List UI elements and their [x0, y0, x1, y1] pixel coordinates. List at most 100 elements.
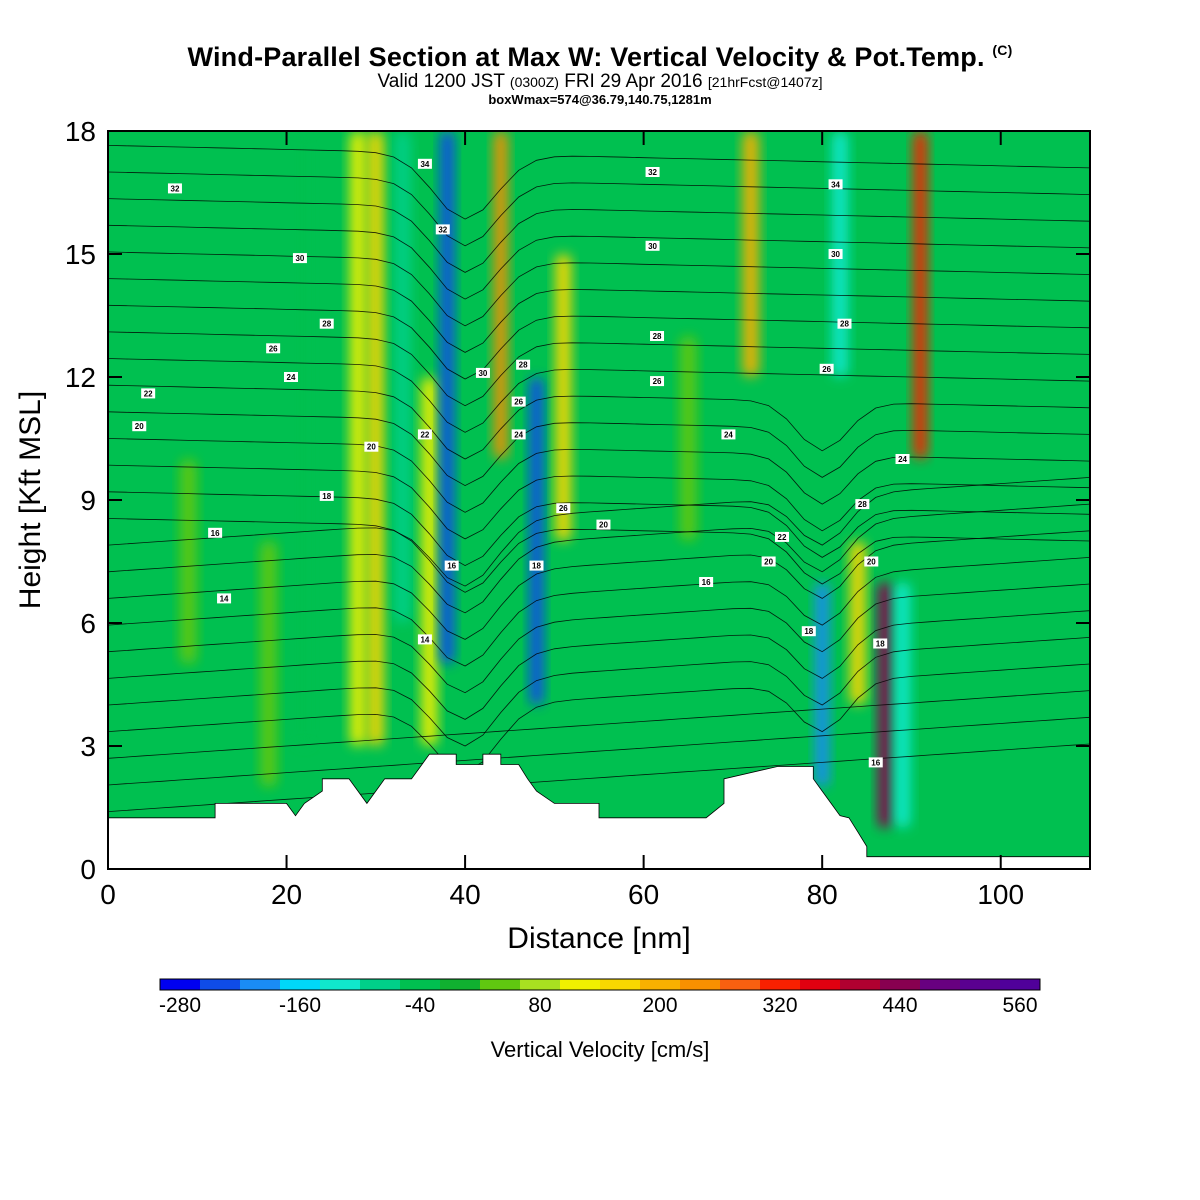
contour-label-29: 34: [831, 180, 840, 189]
theta-contour-3: [108, 663, 1090, 774]
box-wmax-text: boxWmax=574@36.79,140.75,1281m: [488, 92, 712, 107]
chart-title-suffix: (C): [992, 42, 1013, 58]
contour-label-4: 28: [322, 320, 331, 329]
velocity-feature-13: [815, 582, 830, 787]
contour-label-box-4: [319, 318, 334, 329]
contour-label-box-21: [596, 519, 611, 530]
contour-label-box-15: [319, 490, 334, 501]
chart-subtitle-box: boxWmax=574@36.79,140.75,1281m: [0, 92, 1200, 107]
colorbar-label-6: 440: [882, 994, 917, 1017]
contour-label-15: 18: [322, 492, 331, 501]
contour-label-21: 20: [599, 521, 608, 530]
velocity-feature-9: [529, 377, 544, 705]
colorbar-segment-8: [480, 979, 521, 990]
contour-label-box-35: [775, 531, 790, 542]
contour-label-box-10: [417, 429, 432, 440]
valid-date: FRI 29 Apr 2016: [564, 71, 703, 92]
colorbar-label-5: 320: [762, 994, 797, 1017]
theta-contour-17: [108, 358, 1090, 433]
theta-contour-22: [108, 224, 1090, 300]
contour-label-9: 20: [367, 443, 376, 452]
colorbar-segment-4: [320, 979, 361, 990]
contour-label-25: 28: [653, 332, 662, 341]
contour-label-box-27: [721, 429, 736, 440]
contour-label-36: 20: [764, 558, 773, 567]
plot-background: [108, 131, 1090, 869]
chart-subtitle-valid: Valid 1200 JST (0300Z) FRI 29 Apr 2016 […: [0, 72, 1200, 92]
contour-label-box-28: [699, 577, 714, 587]
theta-contour-16: [108, 384, 1090, 460]
contour-label-box-32: [819, 363, 834, 374]
colorbar-segment-15: [760, 979, 801, 990]
colorbar-segment-2: [240, 979, 281, 990]
colorbar-segment-0: [160, 979, 201, 990]
contour-label-2: 32: [438, 225, 447, 234]
contour-label-17: 14: [220, 594, 229, 603]
contour-label-box-29: [828, 179, 843, 190]
velocity-feature-12: [742, 131, 759, 377]
contour-label-box-17: [217, 593, 232, 604]
theta-contour-9: [108, 503, 1090, 614]
colorbar-segment-17: [840, 979, 881, 990]
contour-label-19: 18: [532, 562, 541, 571]
colorbar-label-1: -160: [279, 994, 321, 1017]
theta-contour-23: [108, 198, 1090, 273]
theta-contour-6: [108, 583, 1090, 694]
colorbar-segment-12: [640, 979, 681, 990]
velocity-feature-1: [260, 541, 277, 787]
axes: 0 20 40 60 80 100 0 3 6 9 12 15 18: [65, 116, 1090, 910]
theta-contour-14: [108, 438, 1090, 513]
x-tick-label-0: 0: [100, 879, 116, 910]
contour-label-box-36: [761, 556, 776, 567]
velocity-field: [180, 131, 928, 828]
theta-contour-15: [108, 411, 1090, 487]
contour-label-1: 34: [420, 160, 429, 169]
colorbar-label-4: 200: [642, 994, 677, 1017]
colorbar-segment-7: [440, 979, 481, 990]
contour-label-box-40: [868, 757, 883, 768]
colorbar-segment-21: [1000, 979, 1041, 990]
contour-label-7: 22: [144, 389, 153, 398]
contour-label-12: 28: [519, 361, 528, 370]
velocity-feature-5: [394, 131, 411, 623]
velocity-feature-7: [440, 131, 455, 664]
contour-label-box-14: [511, 429, 526, 440]
chart-title-text: Wind-Parallel Section at Max W: Vertical…: [187, 42, 985, 72]
contour-label-27: 24: [724, 430, 733, 439]
contour-label-34: 28: [858, 500, 867, 509]
y-tick-label-2: 6: [80, 608, 96, 639]
contour-label-box-0: [167, 183, 182, 194]
valid-forecast: [21hrFcst@1407z]: [707, 74, 823, 90]
contour-label-8: 20: [135, 422, 144, 431]
contour-label-33: 24: [898, 455, 907, 464]
contour-label-31: 28: [840, 320, 849, 329]
contour-label-23: 32: [648, 168, 657, 177]
contour-label-box-18: [444, 560, 459, 571]
colorbar-segment-6: [400, 979, 441, 990]
colorbar-label-2: -40: [405, 994, 435, 1017]
contour-label-box-31: [837, 318, 852, 329]
colorbar-label-7: 560: [1002, 994, 1037, 1017]
contour-label-24: 30: [648, 242, 657, 251]
contour-label-box-26: [650, 376, 665, 387]
contour-label-35: 22: [778, 533, 787, 542]
contour-label-box-24: [645, 240, 660, 251]
colorbar-segment-11: [600, 979, 641, 990]
contour-label-box-30: [828, 249, 843, 259]
velocity-feature-15: [849, 541, 866, 705]
contour-label-3: 30: [295, 254, 304, 263]
velocity-feature-6: [421, 377, 438, 746]
contour-label-box-9: [364, 441, 379, 452]
contour-label-box-2: [435, 224, 450, 235]
contour-label-0: 32: [171, 184, 180, 193]
contour-label-38: 18: [804, 627, 813, 636]
contour-label-10: 22: [420, 430, 429, 439]
theta-contour-25: [108, 145, 1090, 220]
contour-label-18: 16: [447, 562, 456, 571]
x-tick-label-1: 20: [271, 879, 302, 910]
contour-label-box-11: [475, 367, 490, 378]
colorbar-segment-14: [720, 979, 761, 990]
valid-prefix: Valid 1200 JST: [377, 71, 505, 92]
x-tick-label-4: 80: [807, 879, 838, 910]
